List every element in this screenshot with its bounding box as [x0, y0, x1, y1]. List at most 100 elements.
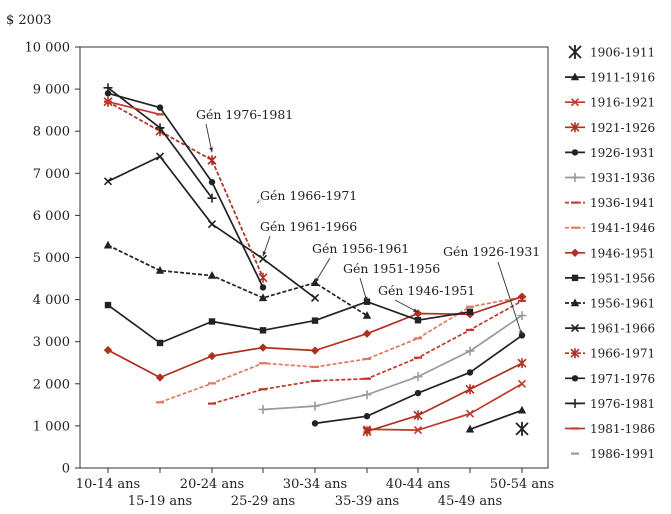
legend-item: 1916-1921	[565, 96, 655, 110]
annotation-background	[342, 261, 428, 276]
series-1961-1966	[103, 152, 320, 302]
y-tick-label: 7 000	[33, 167, 70, 182]
legend-swatch-marker	[570, 122, 580, 133]
data-point	[413, 372, 423, 382]
legend-swatch-marker	[570, 324, 580, 333]
legend-label: 1941-1946	[590, 221, 655, 235]
series-1906-1911	[515, 421, 529, 436]
annotation: Gén 1976-1981	[195, 107, 293, 153]
legend-swatch	[568, 45, 582, 59]
legend-label: 1926-1931	[590, 146, 655, 160]
legend-label: 1986-1991	[590, 447, 655, 461]
x-tick-label: 15-19 ans	[128, 494, 192, 509]
annotation-background	[442, 244, 528, 259]
annotation-arrowhead	[413, 308, 418, 313]
legend-swatch-marker	[570, 398, 580, 408]
data-point	[311, 420, 319, 427]
legend-label: 1931-1936	[590, 171, 655, 185]
data-point	[362, 311, 372, 319]
series-line	[107, 295, 523, 379]
legend-item: 1936-1941	[565, 196, 655, 210]
legend-label: 1936-1941	[590, 196, 655, 210]
data-point	[363, 298, 371, 305]
series-1931-1936	[258, 311, 527, 414]
legend-item: 1986-1991	[571, 447, 655, 461]
legend-label: 1946-1951	[590, 246, 655, 260]
series-line	[469, 409, 523, 431]
chart-legend: 1906-1911 1911-1916 1916-1921 1921-1926 1926…	[565, 45, 655, 461]
x-tick-label: 35-39 ans	[335, 494, 399, 509]
data-point	[258, 343, 268, 352]
annotation-label: Gén 1951-1956	[343, 261, 440, 276]
legend-label: 1906-1911	[590, 46, 655, 60]
data-point	[465, 409, 475, 418]
annotation: Gén 1956-1961	[311, 241, 409, 283]
data-point	[258, 254, 268, 263]
data-point	[258, 404, 268, 414]
series-line	[107, 100, 264, 279]
annotation: Gén 1966-1971	[256, 188, 357, 204]
series-line	[366, 383, 523, 431]
y-tick-label: 8 000	[33, 125, 70, 140]
series-1951-1956	[104, 298, 474, 347]
annotation-arrowhead	[262, 251, 267, 257]
x-tick-label: 25-29 ans	[231, 494, 295, 509]
y-tick-label: 9 000	[33, 83, 70, 98]
series-1921-1926	[362, 358, 527, 437]
data-point	[465, 384, 475, 395]
series-1981-1986	[104, 100, 164, 116]
data-point	[258, 293, 268, 302]
data-point	[207, 155, 217, 166]
legend-label: 1966-1971	[590, 347, 655, 361]
annotation-label: Gén 1926-1931	[443, 244, 540, 259]
data-point	[413, 426, 423, 435]
series-line	[262, 314, 523, 411]
y-tick-label: 4 000	[33, 293, 70, 308]
annotation-layer: Gén 1976-1981 Gén 1966-1971 Gén 1961-1966 G…	[195, 107, 540, 336]
annotation-label: Gén 1946-1951	[378, 283, 475, 298]
data-point	[515, 421, 529, 436]
annotation-background	[377, 283, 463, 298]
legend-item: 1961-1966	[565, 322, 655, 336]
data-point	[207, 351, 217, 361]
legend-swatch-marker	[571, 375, 579, 382]
legend-item: 1966-1971	[565, 347, 655, 361]
legend-item: 1971-1976	[565, 372, 655, 386]
data-point	[156, 339, 164, 347]
legend-label: 1956-1961	[590, 297, 655, 311]
legend-swatch-marker	[571, 274, 579, 282]
legend-swatch-marker	[570, 98, 580, 107]
data-point	[103, 240, 113, 249]
legend-item: 1981-1986	[565, 422, 655, 436]
series-line	[366, 362, 523, 433]
legend-item: 1921-1926	[565, 121, 655, 135]
series-line	[107, 300, 471, 344]
x-tick-label: 45-49 ans	[438, 494, 502, 509]
series-1956-1961	[103, 240, 372, 319]
data-point	[310, 346, 320, 355]
annotation-arrowhead	[518, 330, 523, 336]
y-tick-label: 3 000	[33, 335, 70, 350]
series-1976-1981	[103, 83, 217, 203]
data-point	[155, 373, 165, 382]
x-tick-label: 30-34 ans	[283, 477, 347, 492]
y-tick-label: 10 000	[25, 41, 71, 56]
legend-swatch-marker	[571, 149, 579, 156]
data-point	[414, 317, 422, 324]
series-1971-1976	[104, 90, 267, 291]
legend-swatch-marker	[570, 248, 580, 257]
annotation-arrow	[205, 123, 213, 153]
data-point	[207, 220, 217, 229]
series-1926-1931	[311, 332, 526, 427]
y-tick-label: 6 000	[33, 209, 70, 224]
legend-swatch-marker	[570, 298, 580, 307]
data-point	[311, 317, 319, 324]
data-point	[259, 327, 267, 334]
data-point	[413, 410, 423, 421]
legend-item: 1946-1951	[565, 246, 655, 260]
annotation-background	[259, 188, 345, 203]
data-point	[103, 83, 113, 93]
legend-label: 1911-1916	[590, 71, 655, 85]
series-line	[107, 92, 264, 288]
annotation-background	[195, 107, 281, 122]
